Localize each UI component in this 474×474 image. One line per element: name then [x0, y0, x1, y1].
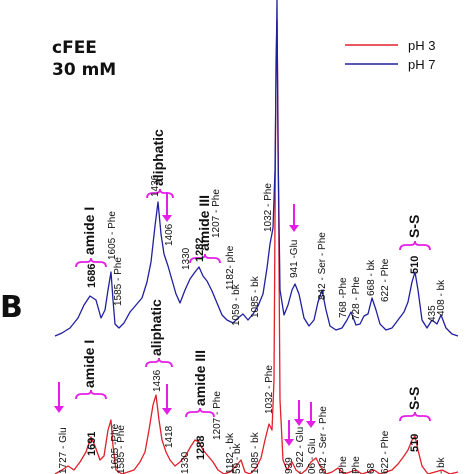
series-pH3-layer — [54, 19, 459, 474]
peak-label-ph7-0: 1686 — [86, 264, 98, 288]
peak-label-ph7-10: 1085 - bk — [250, 275, 261, 318]
peak-label-ph3-19: 68 — [366, 462, 377, 474]
peak-label-ph7-11: 1032 - Phe — [263, 183, 274, 232]
band-label-s-s-ph7: S-S — [406, 215, 422, 238]
peak-label-ph7-3: 1436 — [150, 174, 161, 197]
peak-label-ph7-20: 408 - bk — [436, 279, 447, 316]
peak-label-ph7-4: 1406 — [164, 223, 175, 246]
band-label-amide-iii-ph7: amide III — [196, 195, 212, 251]
peak-label-ph3-9: 1182 - bk — [225, 432, 236, 474]
peak-label-ph3-0: 1727 - Glu — [58, 427, 69, 474]
band-label-aliphatic-ph3: aliphatic — [148, 299, 164, 356]
band-arrows — [54, 192, 316, 446]
legend-entry-1: pH 7 — [408, 57, 435, 72]
legend: pH 3 pH 7 — [345, 38, 435, 72]
arrow-1727-ph3-head — [54, 406, 64, 413]
peak-label-ph7-12: 941 -Glu — [289, 240, 300, 278]
peak-label-ph3-1: 1691 — [86, 432, 98, 456]
legend-entry-0: pH 3 — [408, 38, 435, 53]
peak-label-ph3-6: 1330 — [180, 451, 191, 474]
band-label-amide-i-ph7: amide I — [81, 207, 97, 255]
bracket-amide-iii-ph7 — [189, 253, 221, 264]
band-label-aliphatic-ph7: aliphatic — [150, 129, 166, 186]
peak-label-ph7-16: 668 - bk — [366, 259, 377, 296]
bracket-s-s-ph7 — [399, 240, 431, 251]
peak-label-ph3-16: 842 - Ser - Phe — [318, 406, 329, 474]
series-pH7-layer — [54, 0, 459, 337]
bracket-amide-i-ph3 — [75, 389, 107, 400]
peak-label-ph3-5: 1418 — [164, 425, 175, 448]
arrow-941-ph7-head — [289, 225, 299, 232]
peak-label-ph7-6: 1282 — [194, 238, 206, 262]
peak-label-ph7-5: 1330 — [181, 247, 192, 270]
arrow-1406-ph7-head — [162, 215, 172, 222]
peak-label-ph7-13: 842 - Ser - Phe — [317, 232, 328, 300]
peak-label-ph7-9: 1059 - bk — [231, 283, 242, 326]
peak-label-ph7-15: 728 - Phe — [351, 276, 362, 320]
series-pH3-line — [54, 19, 459, 474]
peak-label-ph3-4: 1436 — [152, 369, 163, 392]
peak-label-ph7-17: 622 - Phe — [380, 258, 391, 302]
panel-label: B — [0, 290, 23, 325]
peak-label-ph3-13: 939 — [284, 457, 295, 474]
bracket-aliphatic-ph3 — [145, 357, 173, 368]
peak-label-ph3-18: Phe — [351, 456, 362, 474]
peak-label-ph7-18: 510 — [409, 256, 421, 274]
peak-label-ph3-2: 1605 -Phe — [110, 423, 121, 470]
peak-label-ph3-21: 510 — [409, 434, 421, 452]
band-label-s-s-ph3: S-S — [406, 387, 422, 410]
sample-label: cFEE — [52, 38, 97, 58]
series-pH7-line — [54, 0, 459, 337]
peak-labels: amide I aliphatic amide III S-S 1686 1605 - P… — [58, 129, 447, 474]
arrow-906-ph3-head — [306, 421, 316, 428]
peak-label-ph3-7: 1288 — [195, 436, 207, 460]
peak-label-ph3-17: Phe — [338, 456, 349, 474]
peak-label-ph3-15: 06 - Glu — [307, 438, 318, 474]
peak-label-ph7-19: 435 — [427, 305, 438, 322]
bracket-s-s-ph3 — [399, 411, 431, 422]
peak-label-ph3-14: - 922 - Glu — [295, 427, 306, 474]
band-label-amide-i-ph3: amide I — [81, 340, 97, 388]
peak-label-ph3-3: 1585 - Phe — [116, 425, 127, 474]
peak-label-ph3-10: 59 - bk — [232, 442, 243, 474]
arrow-922-ph3-head — [294, 419, 304, 426]
arrow-939-ph3-head — [284, 439, 294, 446]
band-brackets — [75, 188, 431, 422]
concentration-label: 30 mM — [52, 60, 117, 80]
peak-label-ph7-1: 1605 - Phe — [107, 211, 118, 260]
peak-label-ph3-12: 1032 - Phe — [264, 365, 275, 414]
bracket-amide-iii-ph3 — [185, 407, 215, 418]
bracket-amide-i-ph7 — [75, 257, 107, 268]
peak-label-ph3-20: 622 - Phe — [380, 430, 391, 474]
peak-label-ph3-22: - bk — [436, 456, 447, 474]
arrow-1418-ph3-head — [162, 408, 172, 415]
peak-label-ph3-8: 1207 - Phe — [212, 391, 223, 440]
peak-label-ph7-2: 1585 - Phe — [113, 257, 124, 306]
peak-label-ph3-11: 1085 - bk — [250, 431, 261, 474]
peak-label-ph7-14: 768 -Phe — [338, 277, 349, 318]
peak-label-ph7-8: 1182- phe — [225, 245, 236, 290]
peak-label-ph7-7: 1207 - Phe — [211, 189, 222, 238]
band-label-amide-iii-ph3: amide III — [192, 350, 208, 406]
bracket-aliphatic-ph7 — [146, 188, 174, 199]
